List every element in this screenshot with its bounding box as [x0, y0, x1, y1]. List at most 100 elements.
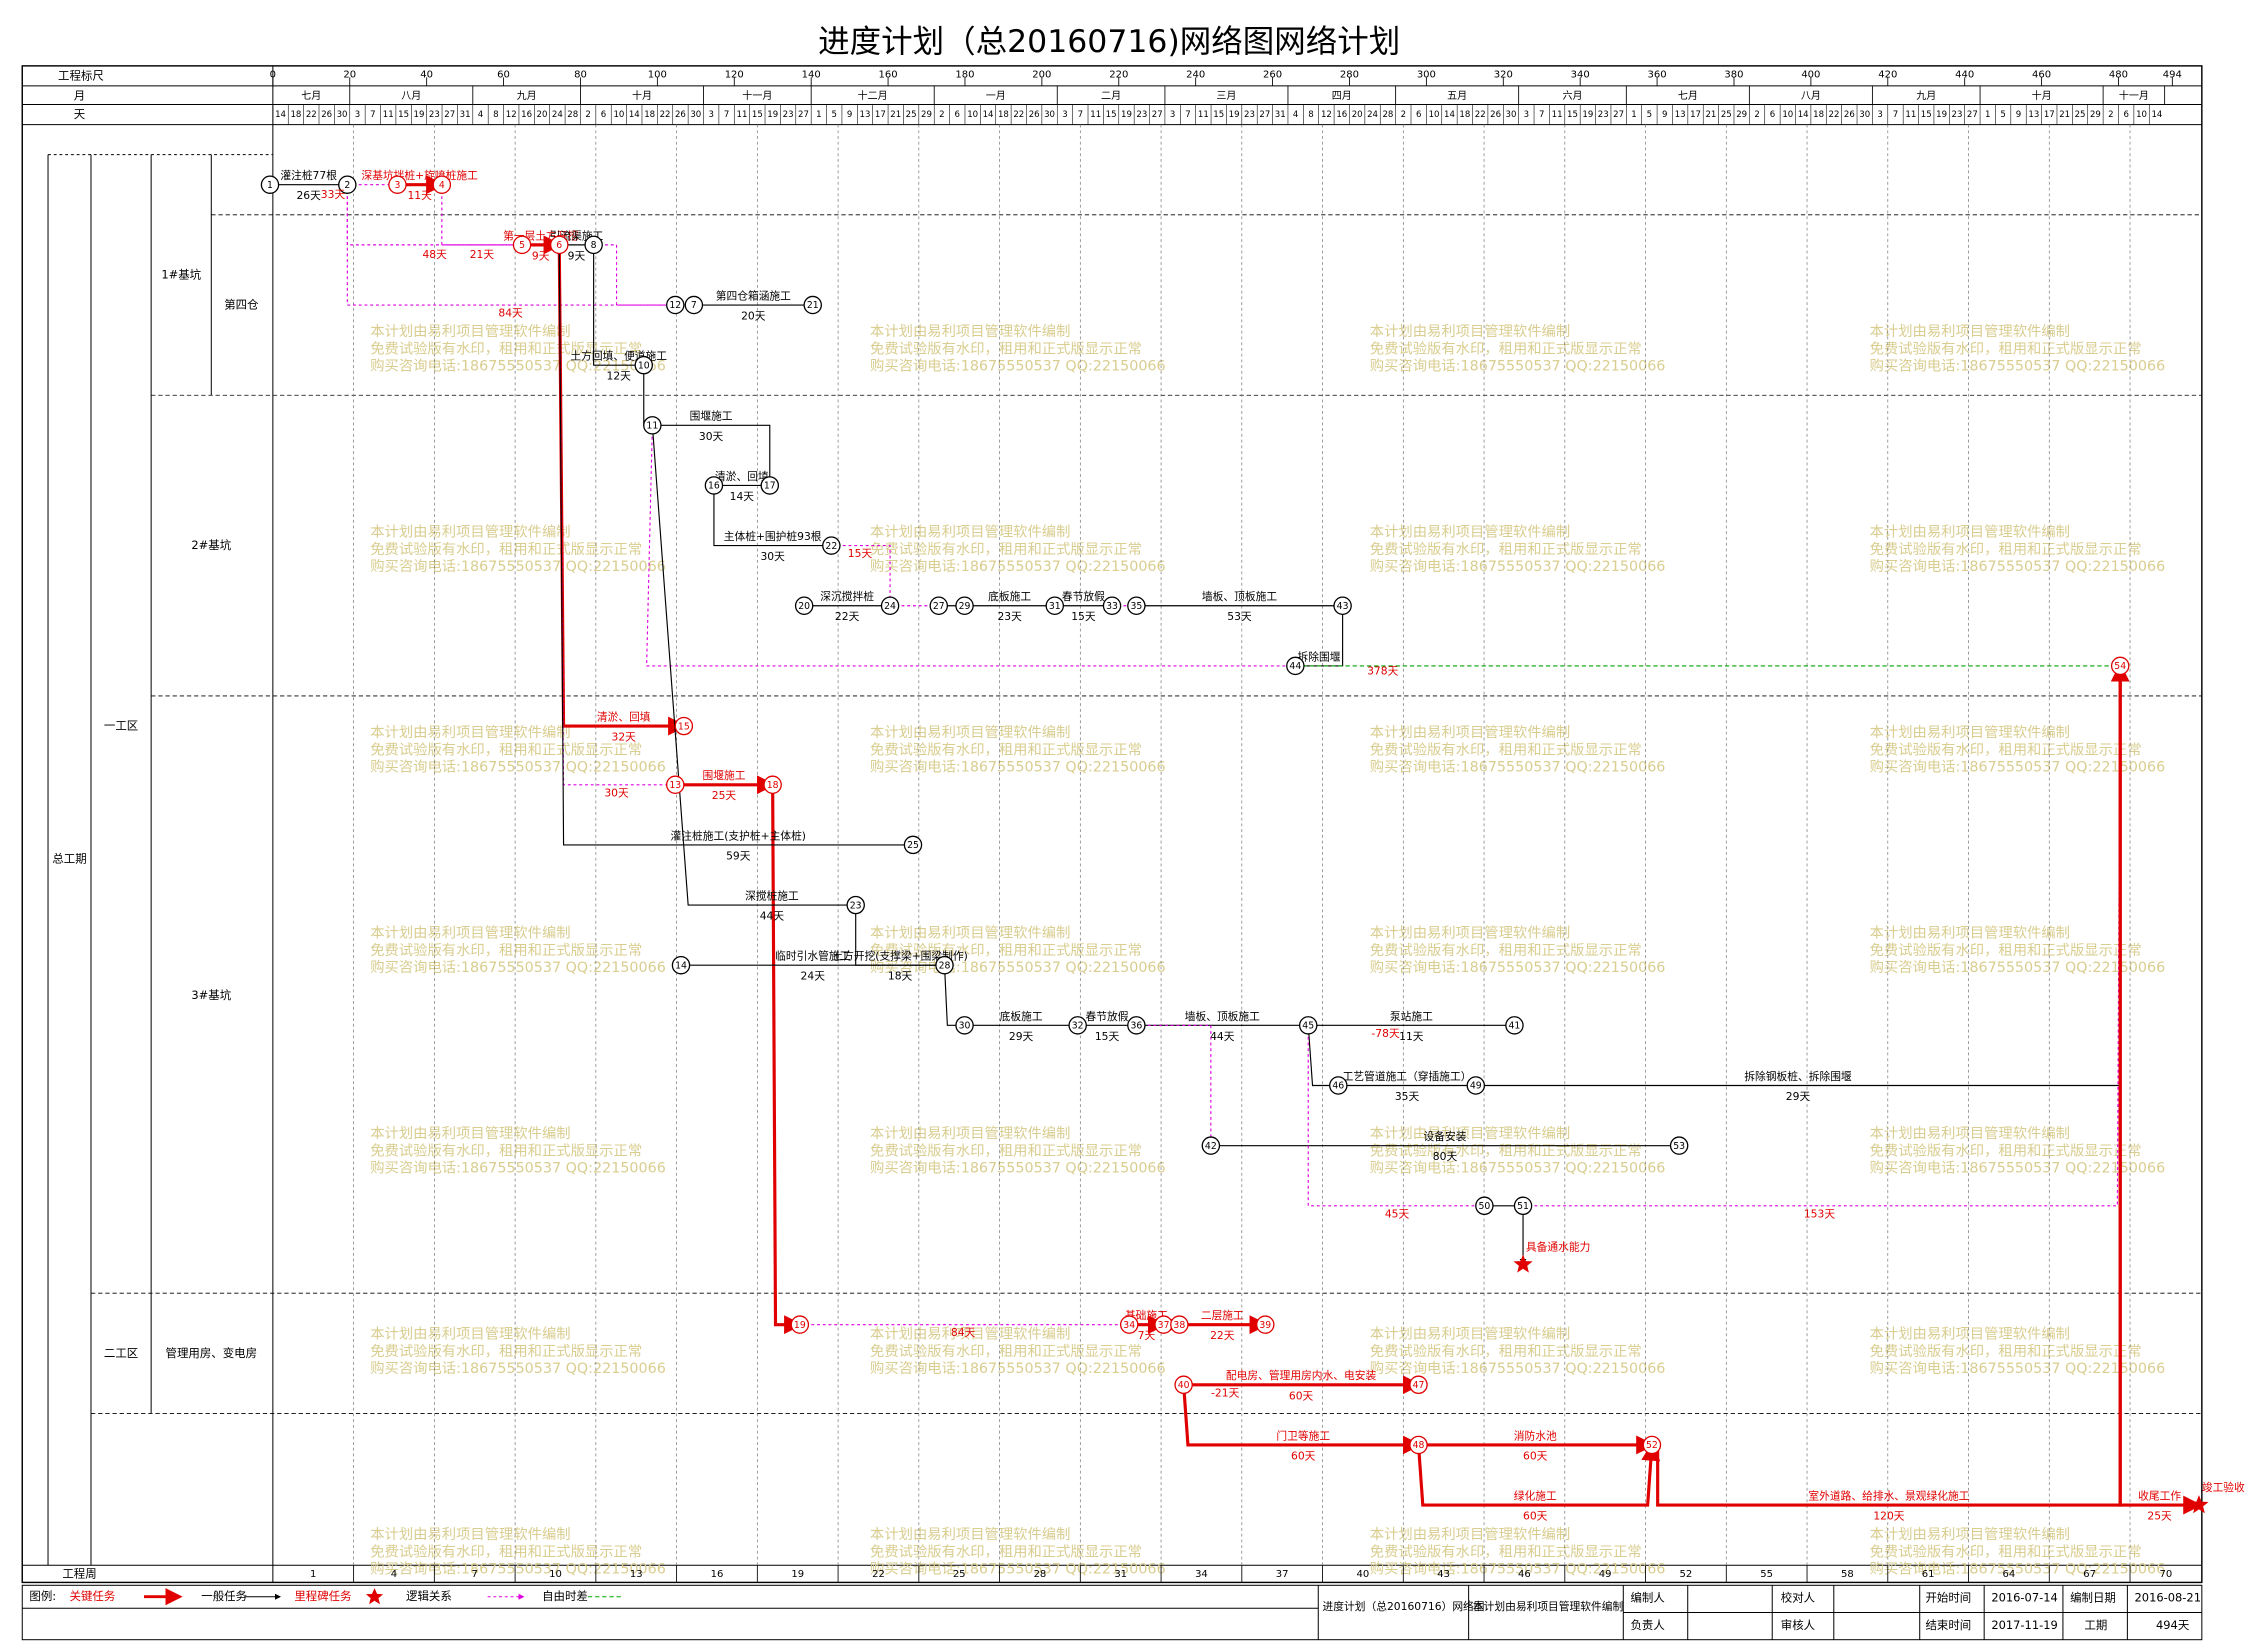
- task-duration: 14天: [730, 490, 755, 503]
- month-label: 十月: [632, 89, 652, 102]
- day-label: 25: [906, 110, 917, 120]
- info-text: 开始时间: [1925, 1591, 1971, 1605]
- month-label: 三月: [1216, 90, 1236, 102]
- node: [903, 835, 923, 855]
- watermark: 本计划由易利项目管理软件编制: [370, 1526, 570, 1543]
- task-name: 深搅桩施工: [745, 889, 799, 902]
- float-label: 21天: [470, 248, 495, 261]
- day-label: 26: [1029, 110, 1040, 120]
- day-label: 2: [1401, 110, 1406, 120]
- watermark: 本计划由易利项目管理软件编制: [1370, 524, 1570, 541]
- watermark: 免费试验版有水印，租用和正式版显示正常: [1370, 541, 1642, 558]
- task-duration: 11天: [407, 189, 432, 202]
- day-label: 23: [429, 110, 440, 120]
- node: [1201, 1136, 1221, 1155]
- watermark: 本计划由易利项目管理软件编制: [870, 1326, 1070, 1343]
- task-name: 第四仓箱涵施工: [716, 289, 791, 302]
- scale-label: 340: [1571, 69, 1590, 80]
- node: [822, 536, 841, 555]
- node: [666, 295, 685, 315]
- week-label: 67: [2083, 1569, 2096, 1580]
- day-label: 1: [1631, 110, 1636, 120]
- day-label: 18: [1813, 110, 1824, 120]
- scale-label: 80: [574, 69, 587, 80]
- node: [1045, 596, 1064, 615]
- node-label: 3: [394, 180, 400, 191]
- watermark: 本计划由易利项目管理软件编制: [1370, 1326, 1570, 1343]
- network: 灌注桩77根26天深基坑拌桩+旋喷桩施工11天第一层土方开挖9天引流渠施工9天第…: [260, 169, 2245, 1523]
- header-grid: [22, 65, 2202, 1583]
- task-name: 底板施工: [1000, 1010, 1043, 1023]
- month-label: 八月: [401, 90, 421, 102]
- info-text: 编制日期: [2070, 1591, 2116, 1605]
- area-label: 3#基坑: [191, 988, 231, 1002]
- scale-label: 300: [1417, 69, 1436, 80]
- task-duration: 7天: [1138, 1329, 1156, 1342]
- info-text: 本计划由易利项目管理软件编制: [1473, 1600, 1623, 1613]
- watermark: 免费试验版有水印，租用和正式版显示正常: [1870, 741, 2142, 758]
- task-duration: 29天: [1786, 1090, 1811, 1103]
- day-label: 17: [2044, 110, 2055, 120]
- watermark: 免费试验版有水印，租用和正式版显示正常: [1870, 1142, 2142, 1159]
- node-label: 28: [939, 960, 951, 971]
- day-label: 15: [1567, 110, 1578, 120]
- legend-item: 一般任务: [201, 1589, 247, 1603]
- node-label: 23: [850, 900, 862, 911]
- watermark: 本计划由易利项目管理软件编制: [870, 724, 1070, 741]
- day-label: 18: [998, 110, 1009, 120]
- task-duration: 53天: [1227, 610, 1252, 623]
- task-name: 围堰施工: [690, 410, 733, 423]
- task-duration: 44天: [1210, 1030, 1235, 1043]
- area-label: 1#基坑: [161, 267, 201, 281]
- info-text: 2017-11-19: [1991, 1618, 2057, 1632]
- watermark: 购买咨询电话:18675550537 QQ:22150066: [1370, 759, 1666, 776]
- node-label: 21: [807, 300, 819, 311]
- info-text: 工期: [2084, 1618, 2107, 1632]
- node-label: 44: [1289, 661, 1301, 672]
- day-label: 6: [1416, 110, 1421, 120]
- watermark: 本计划由易利项目管理软件编制: [1870, 323, 2070, 340]
- day-label: 16: [1336, 110, 1347, 120]
- day-label: 4: [1293, 110, 1298, 120]
- info-text: 494天: [2156, 1618, 2190, 1632]
- task-duration: 9天: [568, 249, 586, 262]
- scale-label: 320: [1494, 69, 1513, 80]
- day-label: 7: [1185, 110, 1190, 120]
- day-label: 4: [478, 110, 483, 120]
- week-label: 22: [872, 1569, 885, 1580]
- task-arrow: [593, 244, 645, 369]
- scale-label: 240: [1186, 69, 1205, 80]
- watermark: 本计划由易利项目管理软件编制: [870, 1526, 1070, 1543]
- node: [803, 295, 822, 315]
- scale-label: 200: [1032, 69, 1051, 80]
- task-duration: 59天: [726, 849, 751, 862]
- week-label: 46: [1518, 1569, 1531, 1580]
- watermark: 购买咨询电话:18675550537 QQ:22150066: [870, 1160, 1166, 1177]
- watermark: 购买咨询电话:18675550537 QQ:22150066: [370, 1160, 666, 1177]
- node-label: 19: [794, 1320, 806, 1331]
- day-label: 20: [1352, 110, 1363, 120]
- node: [763, 775, 782, 795]
- node: [634, 355, 653, 375]
- legend-item: 里程碑任务: [294, 1589, 351, 1603]
- task-duration: 26天: [296, 189, 321, 202]
- node: [666, 775, 685, 795]
- day-label: 21: [890, 110, 901, 120]
- node-label: 6: [556, 240, 562, 251]
- day-label: 15: [752, 110, 763, 120]
- day-label: 14: [983, 110, 994, 120]
- task-name: 设备安装: [1424, 1130, 1467, 1143]
- node-label: 17: [764, 481, 776, 492]
- scale-label: 420: [1878, 69, 1897, 80]
- node: [1669, 1136, 1689, 1155]
- milestone-label: 具备通水能力: [1526, 1240, 1590, 1253]
- node: [955, 1016, 974, 1035]
- node: [674, 716, 694, 736]
- day-label: 1: [816, 110, 821, 120]
- area-label: 第四仓: [224, 298, 259, 312]
- task-duration: 15天: [1095, 1030, 1120, 1043]
- task-name: 临时引水管施工: [775, 950, 850, 963]
- node: [1409, 1435, 1428, 1455]
- day-label: 23: [1244, 110, 1255, 120]
- task-arrow: [713, 485, 833, 550]
